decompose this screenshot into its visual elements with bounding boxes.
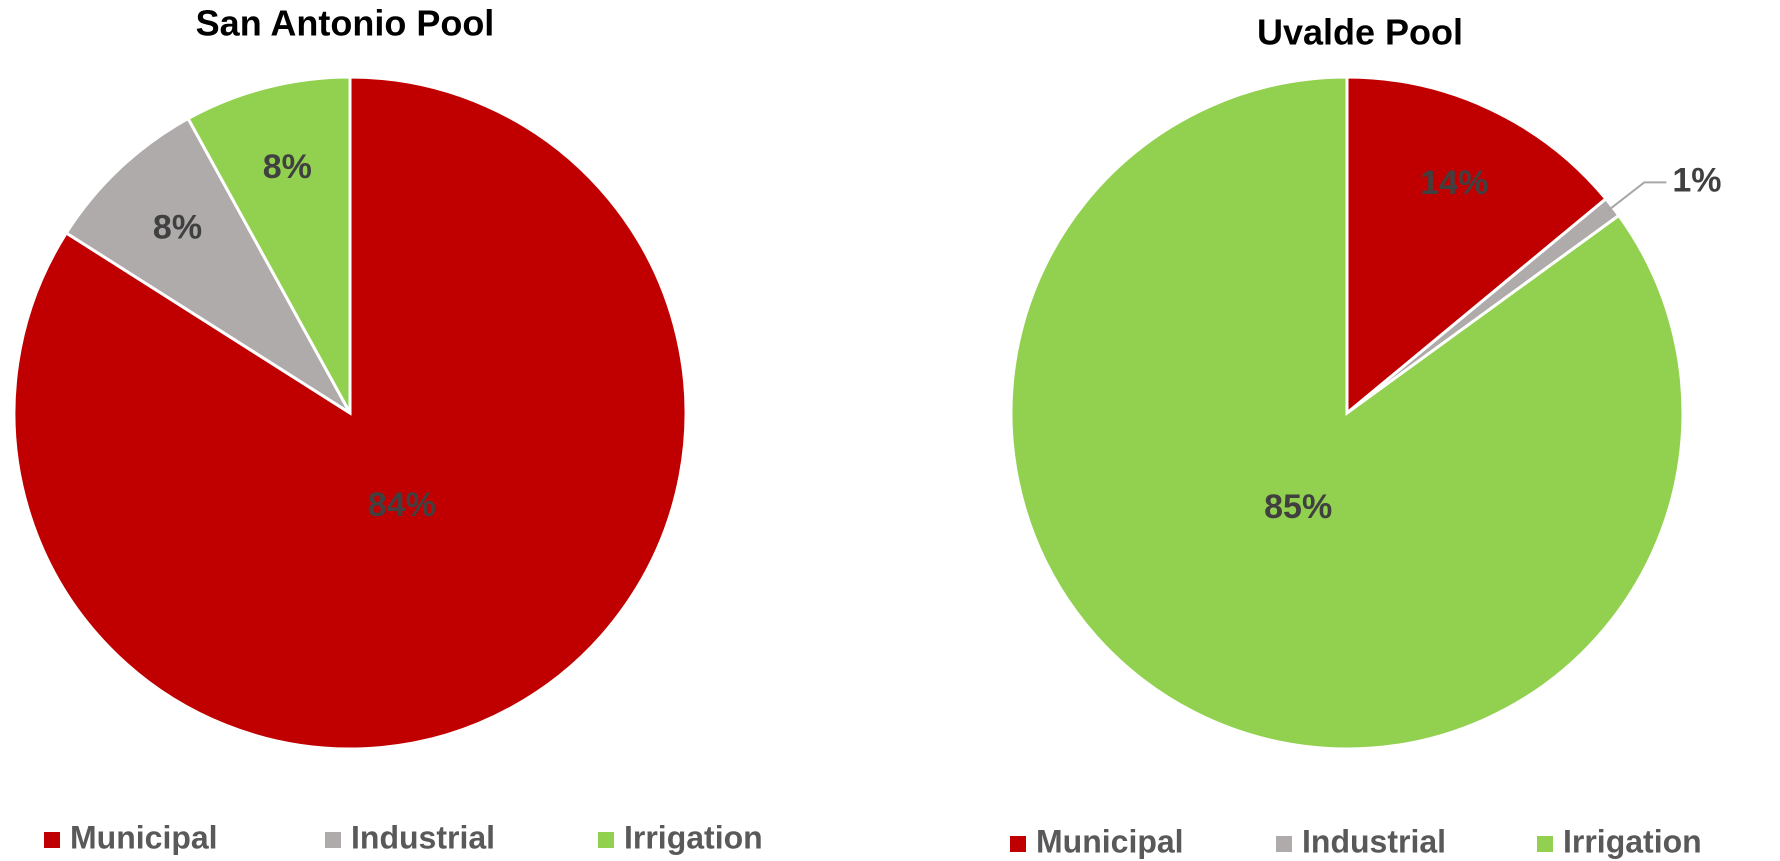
- pie-slice: [1009, 75, 1685, 751]
- legend-swatch: [1010, 836, 1026, 852]
- legend-label: Irrigation: [1563, 823, 1702, 859]
- chart-title: San Antonio Pool: [196, 3, 495, 44]
- legend-swatch: [1276, 836, 1292, 852]
- legend-swatch: [1537, 836, 1553, 852]
- pie-slice: [64, 116, 352, 415]
- legend-label: Municipal: [1036, 823, 1184, 859]
- legend-label: Industrial: [1302, 823, 1446, 859]
- data-label: 85%: [1264, 488, 1332, 526]
- pie-slice: [1345, 75, 1609, 417]
- data-label: 14%: [1420, 164, 1488, 202]
- pie-slice: [186, 75, 352, 414]
- chart-title: Uvalde Pool: [1257, 12, 1463, 53]
- legend-swatch: [598, 832, 614, 848]
- data-label: 1%: [1672, 161, 1721, 199]
- data-label: 8%: [263, 148, 312, 186]
- leader-line: [1606, 181, 1667, 212]
- data-label: 84%: [368, 486, 436, 524]
- legend-swatch: [44, 832, 60, 848]
- data-label: 8%: [153, 208, 202, 246]
- legend-label: Irrigation: [624, 819, 763, 855]
- legend-label: Industrial: [351, 819, 495, 855]
- legend-label: Municipal: [70, 819, 218, 855]
- legend-swatch: [325, 832, 341, 848]
